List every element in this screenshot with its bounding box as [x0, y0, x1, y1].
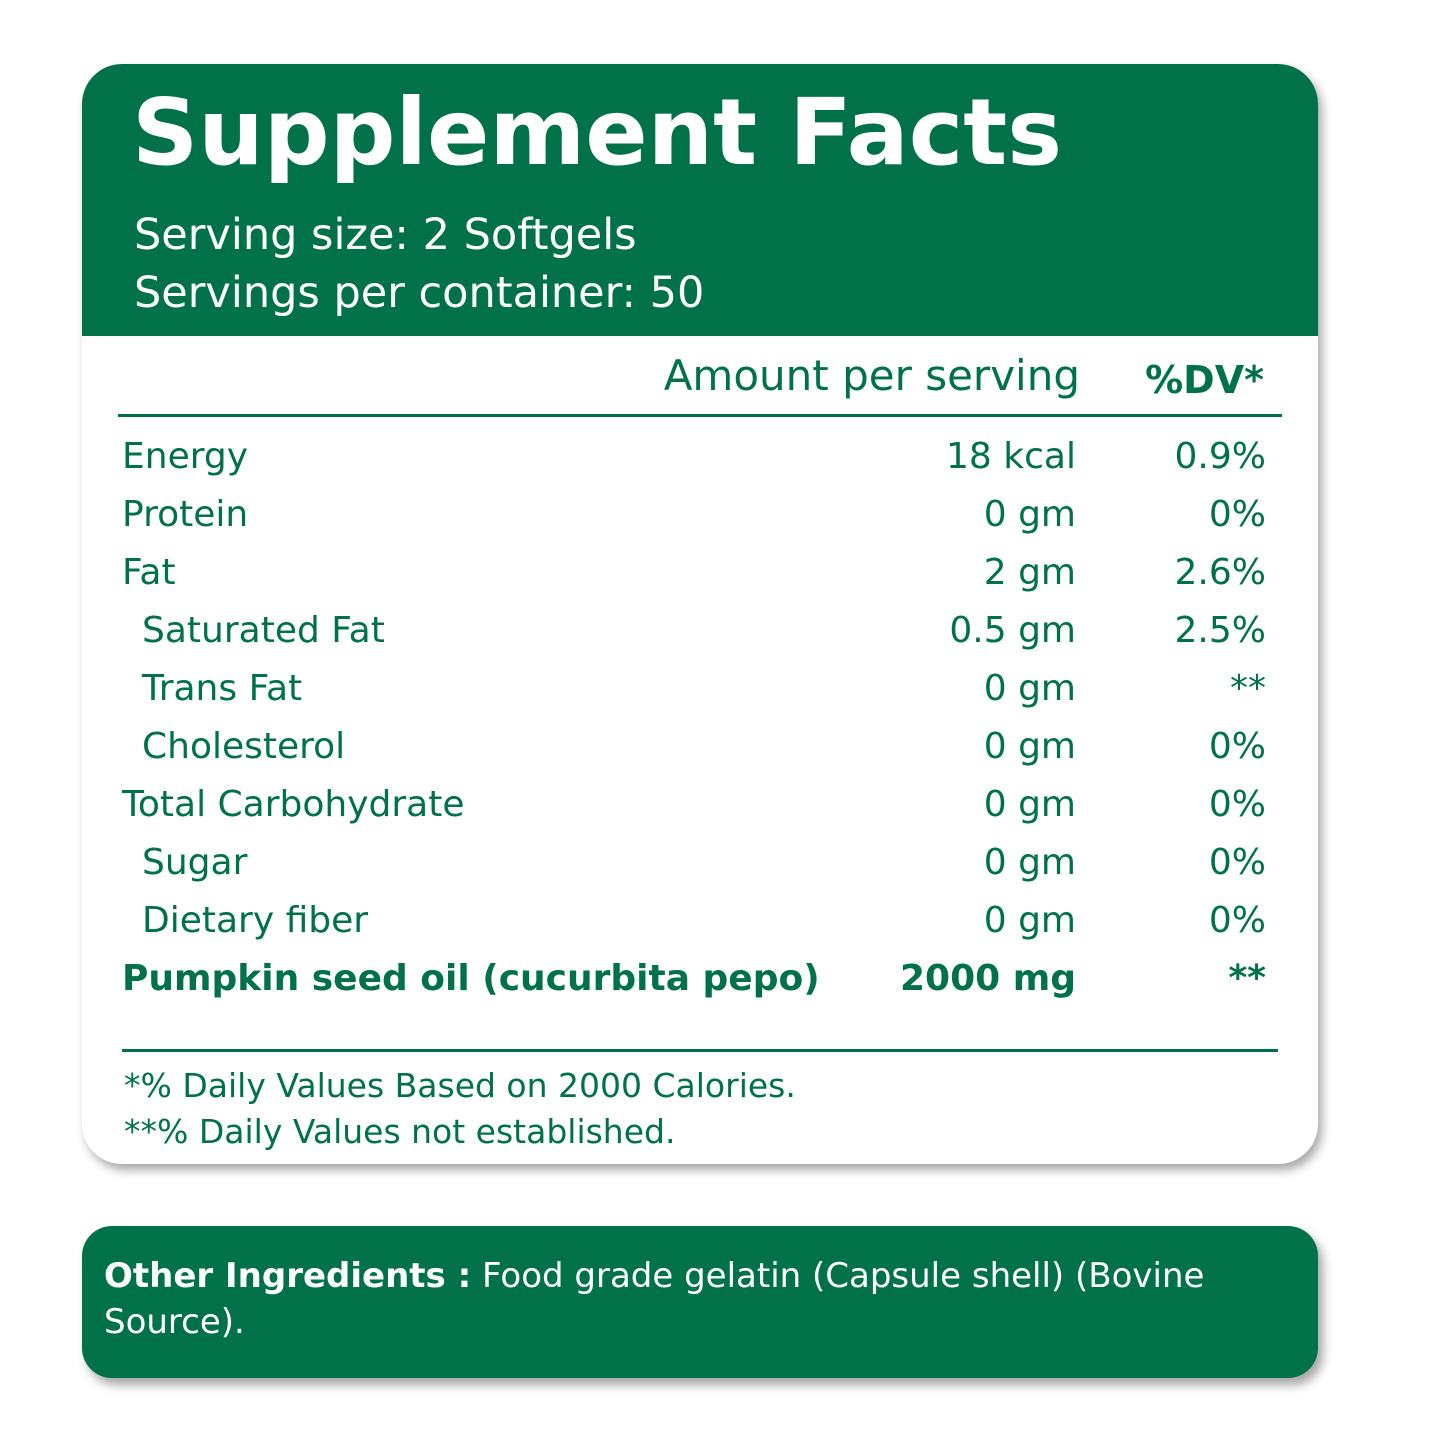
nutrient-dv: 2.5% [1174, 610, 1266, 651]
footnote-not-established: **% Daily Values not established. [124, 1112, 676, 1151]
nutrient-name: Protein [122, 494, 249, 535]
nutrient-dv: 0% [1208, 900, 1266, 941]
other-ingredients-list: Food grade gelatin (Capsule shell) (Bovi… [104, 1256, 1205, 1342]
nutrient-amount: 0 gm [983, 900, 1076, 941]
nutrient-row-saturated-fat: Saturated Fat 0.5 gm 2.5% [82, 602, 1318, 660]
nutrient-dv: 0% [1208, 842, 1266, 883]
nutrient-row-dietary-fiber: Dietary fiber 0 gm 0% [82, 892, 1318, 950]
nutrient-dv: 2.6% [1174, 552, 1266, 593]
nutrient-name: Energy [122, 436, 249, 477]
nutrient-row-cholesterol: Cholesterol 0 gm 0% [82, 718, 1318, 776]
nutrient-amount: 0 gm [983, 494, 1076, 535]
nutrient-name: Cholesterol [142, 726, 346, 767]
nutrient-dv: 0% [1208, 784, 1266, 825]
nutrient-name: Trans Fat [142, 668, 303, 709]
footer-divider [122, 1049, 1278, 1052]
nutrient-table: Energy 18 kcal 0.9% Protein 0 gm 0% Fat … [82, 428, 1318, 1008]
nutrient-dv: ** [1230, 668, 1266, 709]
nutrient-amount: 0 gm [983, 726, 1076, 767]
nutrient-amount: 0 gm [983, 842, 1076, 883]
footnote-daily-values: *% Daily Values Based on 2000 Calories. [124, 1066, 796, 1105]
nutrient-amount: 18 kcal [946, 436, 1076, 477]
servings-per-container: Servings per container: 50 [134, 268, 705, 318]
nutrient-amount: 0 gm [983, 784, 1076, 825]
nutrient-amount: 2 gm [983, 552, 1076, 593]
nutrient-amount: 2000 mg [899, 958, 1076, 999]
nutrient-row-energy: Energy 18 kcal 0.9% [82, 428, 1318, 486]
nutrient-name: Sugar [142, 842, 248, 883]
column-header-amount: Amount per serving [663, 351, 1080, 400]
nutrient-row-protein: Protein 0 gm 0% [82, 486, 1318, 544]
nutrient-row-fat: Fat 2 gm 2.6% [82, 544, 1318, 602]
nutrient-name: Saturated Fat [142, 610, 385, 651]
other-ingredients-label: Other Ingredients : [104, 1256, 472, 1296]
nutrient-name: Total Carbohydrate [122, 784, 465, 825]
facts-title: Supplement Facts [132, 79, 1062, 186]
nutrient-name: Dietary fiber [142, 900, 369, 941]
nutrient-dv: 0% [1208, 494, 1266, 535]
other-ingredients-panel: Other Ingredients : Food grade gelatin (… [82, 1226, 1318, 1378]
serving-size: Serving size: 2 Softgels [134, 210, 637, 260]
nutrient-row-sugar: Sugar 0 gm 0% [82, 834, 1318, 892]
nutrient-name: Fat [122, 552, 176, 593]
nutrient-dv: ** [1228, 958, 1266, 999]
column-header-dv: %DV* [1145, 358, 1264, 402]
nutrient-dv: 0.9% [1174, 436, 1266, 477]
facts-header: Supplement Facts Serving size: 2 Softgel… [82, 64, 1318, 336]
nutrient-amount: 0.5 gm [949, 610, 1076, 651]
nutrient-name: Pumpkin seed oil (cucurbita pepo) [122, 958, 820, 999]
nutrient-dv: 0% [1208, 726, 1266, 767]
header-divider [118, 414, 1282, 417]
supplement-facts-panel: Supplement Facts Serving size: 2 Softgel… [82, 64, 1318, 1164]
nutrient-row-pumpkin-seed-oil: Pumpkin seed oil (cucurbita pepo) 2000 m… [82, 950, 1318, 1008]
nutrient-row-trans-fat: Trans Fat 0 gm ** [82, 660, 1318, 718]
nutrient-row-total-carbohydrate: Total Carbohydrate 0 gm 0% [82, 776, 1318, 834]
other-ingredients-text: Other Ingredients : Food grade gelatin (… [104, 1253, 1294, 1345]
nutrient-amount: 0 gm [983, 668, 1076, 709]
